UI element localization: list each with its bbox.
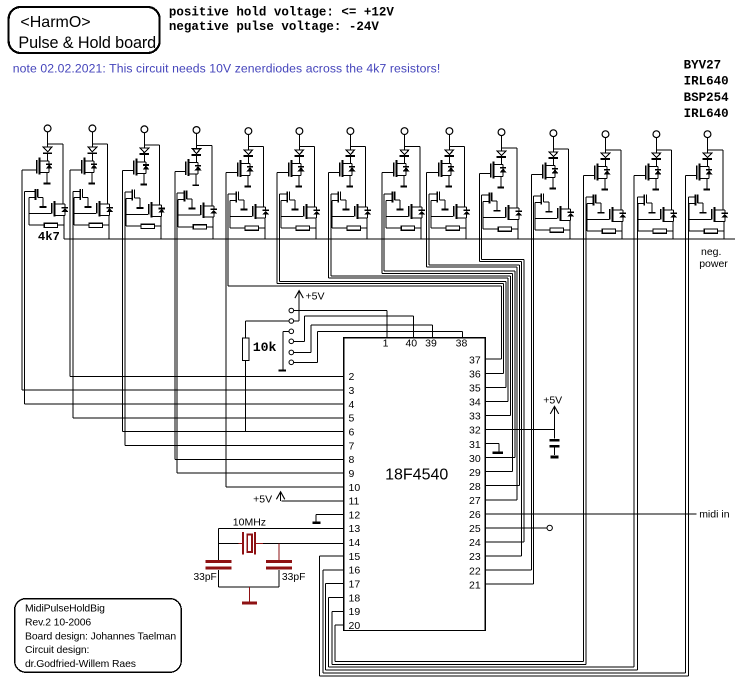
svg-text:neg.: neg. bbox=[701, 246, 721, 258]
svg-text:IRL640: IRL640 bbox=[684, 107, 729, 121]
svg-text:40: 40 bbox=[405, 338, 417, 350]
svg-text:28: 28 bbox=[469, 481, 481, 493]
svg-text:10k: 10k bbox=[253, 340, 277, 355]
svg-text:13: 13 bbox=[349, 523, 361, 535]
svg-text:33pF: 33pF bbox=[282, 572, 305, 583]
svg-text:Circuit design:: Circuit design: bbox=[25, 645, 89, 656]
svg-text:35: 35 bbox=[469, 383, 481, 395]
svg-text:midi in: midi in bbox=[699, 508, 730, 520]
svg-text:26: 26 bbox=[469, 509, 481, 521]
svg-text:17: 17 bbox=[349, 579, 361, 591]
svg-text:negative pulse voltage: -24V: negative pulse voltage: -24V bbox=[169, 20, 380, 34]
svg-text:4: 4 bbox=[349, 399, 355, 411]
svg-text:+5V: +5V bbox=[543, 394, 562, 406]
svg-text:9: 9 bbox=[349, 468, 355, 480]
svg-text:BSP254: BSP254 bbox=[684, 91, 730, 105]
svg-text:MidiPulseHoldBig: MidiPulseHoldBig bbox=[25, 604, 105, 615]
svg-text:5: 5 bbox=[349, 413, 355, 425]
svg-text:29: 29 bbox=[469, 467, 481, 479]
svg-text:18F4540: 18F4540 bbox=[385, 467, 448, 484]
svg-text:33: 33 bbox=[469, 411, 481, 423]
svg-text:31: 31 bbox=[469, 439, 481, 451]
svg-text:Board design: Johannes Taelm: Board design: Johannes Taelman bbox=[25, 631, 176, 642]
svg-text:34: 34 bbox=[469, 397, 481, 409]
svg-text:6: 6 bbox=[349, 426, 355, 438]
svg-text:18: 18 bbox=[349, 592, 361, 604]
svg-text:3: 3 bbox=[349, 385, 355, 397]
svg-text:<HarmO>: <HarmO> bbox=[20, 14, 90, 31]
svg-text:10MHz: 10MHz bbox=[233, 517, 266, 529]
svg-text:11: 11 bbox=[349, 496, 360, 508]
svg-text:positive hold voltage: <= +12V: positive hold voltage: <= +12V bbox=[169, 5, 395, 19]
svg-text:4k7: 4k7 bbox=[38, 230, 60, 244]
svg-text:12: 12 bbox=[349, 509, 361, 521]
svg-text:Rev.2 10-2006: Rev.2 10-2006 bbox=[25, 617, 91, 628]
svg-text:8: 8 bbox=[349, 454, 355, 466]
svg-text:20: 20 bbox=[349, 620, 361, 632]
svg-text:+5V: +5V bbox=[253, 493, 272, 505]
svg-text:dr.Godfried-Willem Raes: dr.Godfried-Willem Raes bbox=[25, 659, 136, 670]
svg-text:note 02.02.2021: This circuit: note 02.02.2021: This circuit needs 10V … bbox=[13, 61, 441, 75]
svg-text:25: 25 bbox=[469, 523, 481, 535]
svg-text:1: 1 bbox=[383, 338, 389, 350]
svg-text:2: 2 bbox=[349, 371, 355, 383]
svg-text:39: 39 bbox=[425, 338, 437, 350]
svg-text:BYV27: BYV27 bbox=[684, 59, 722, 73]
svg-text:24: 24 bbox=[469, 537, 481, 549]
svg-text:32: 32 bbox=[469, 425, 481, 437]
svg-text:14: 14 bbox=[349, 537, 361, 549]
svg-text:Pulse & Hold board: Pulse & Hold board bbox=[18, 34, 156, 52]
svg-text:38: 38 bbox=[456, 338, 468, 350]
svg-text:15: 15 bbox=[349, 551, 361, 563]
svg-text:30: 30 bbox=[469, 453, 481, 465]
svg-text:27: 27 bbox=[469, 495, 481, 507]
svg-text:7: 7 bbox=[349, 440, 355, 452]
svg-text:22: 22 bbox=[469, 565, 481, 577]
svg-text:power: power bbox=[699, 258, 728, 270]
svg-text:37: 37 bbox=[469, 354, 481, 366]
svg-text:IRL640: IRL640 bbox=[684, 75, 729, 89]
svg-text:19: 19 bbox=[349, 606, 361, 618]
svg-text:23: 23 bbox=[469, 551, 481, 563]
svg-text:16: 16 bbox=[349, 565, 361, 577]
svg-text:+5V: +5V bbox=[306, 290, 325, 302]
svg-text:36: 36 bbox=[469, 368, 481, 380]
svg-text:21: 21 bbox=[469, 579, 481, 591]
svg-text:33pF: 33pF bbox=[194, 572, 217, 583]
svg-text:10: 10 bbox=[349, 482, 361, 494]
